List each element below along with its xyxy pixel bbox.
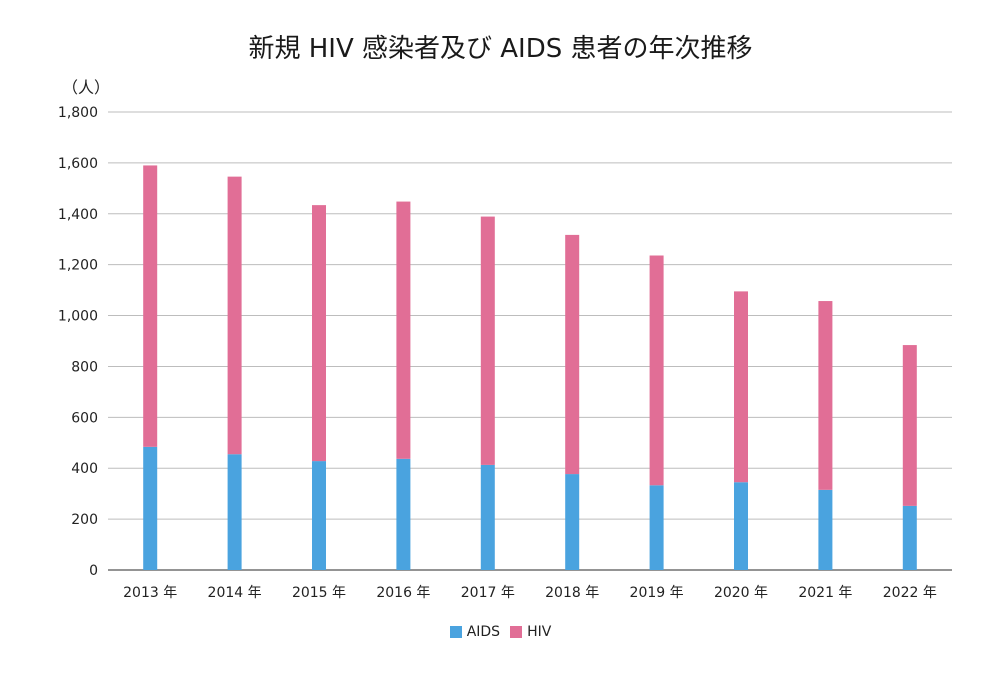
bar-aids [312,461,326,570]
x-tick-label: 2015 年 [292,585,346,601]
legend-item-aids: AIDS [449,624,501,640]
bar-aids [734,482,748,570]
bar-aids [227,454,242,570]
x-axis-ticks: 2013 年 2014 年 2015 年 2016 年 2017 年 2018 年 2019… [123,585,937,601]
bar-aids [649,485,664,570]
x-tick-label: 2017 年 [461,585,515,601]
y-tick-label: 1,400 [58,207,98,223]
y-tick-label: 1,800 [58,105,98,121]
bar-aids [565,474,580,570]
legend-label-hiv: HIV [527,624,552,640]
bar-hiv [902,345,917,506]
x-tick-label: 2014 年 [208,585,262,601]
x-tick-label: 2013 年 [123,585,177,601]
bar-hiv [143,165,158,447]
bar-hiv [480,216,495,465]
bar-hiv [649,255,664,486]
legend-swatch-aids [449,626,462,638]
bars [143,165,917,570]
legend-swatch-hiv [510,626,523,638]
bar-hiv [396,201,411,459]
y-tick-label: 600 [71,410,98,426]
bar-hiv [734,291,748,483]
x-tick-label: 2016 年 [376,585,430,601]
x-tick-label: 2019 年 [630,585,684,601]
bar-aids [480,464,495,570]
grid-lines [108,111,952,571]
y-tick-label: 800 [71,359,98,375]
y-tick-label: 1,600 [58,156,98,172]
bar-hiv [227,176,242,455]
bar-aids [396,458,411,570]
bar-aids [902,505,917,570]
bar-hiv [312,205,326,462]
legend-item-hiv: HIV [510,624,551,640]
x-tick-label: 2018 年 [545,585,599,601]
chart-title: 新規 HIV 感染者及び AIDS 患者の年次推移 [248,34,753,64]
legend: AIDS HIV [0,624,1001,640]
y-tick-label: 400 [71,461,98,477]
y-tick-label: 1,200 [58,258,98,274]
y-tick-label: 200 [71,512,98,528]
bar-hiv [818,301,833,490]
x-tick-label: 2022 年 [883,585,937,601]
bar-aids [143,446,158,570]
bar-aids [818,489,833,570]
y-axis-unit-label: （人） [62,78,111,97]
y-tick-label: 0 [89,563,98,579]
y-tick-label: 1,000 [58,309,98,325]
bar-hiv [565,234,580,475]
x-tick-label: 2020 年 [714,585,768,601]
y-axis-ticks: 0 200 400 600 800 1,000 1,200 1,400 1,600 1,800 [58,105,98,579]
legend-label-aids: AIDS [466,624,501,640]
x-tick-label: 2021 年 [798,585,852,601]
